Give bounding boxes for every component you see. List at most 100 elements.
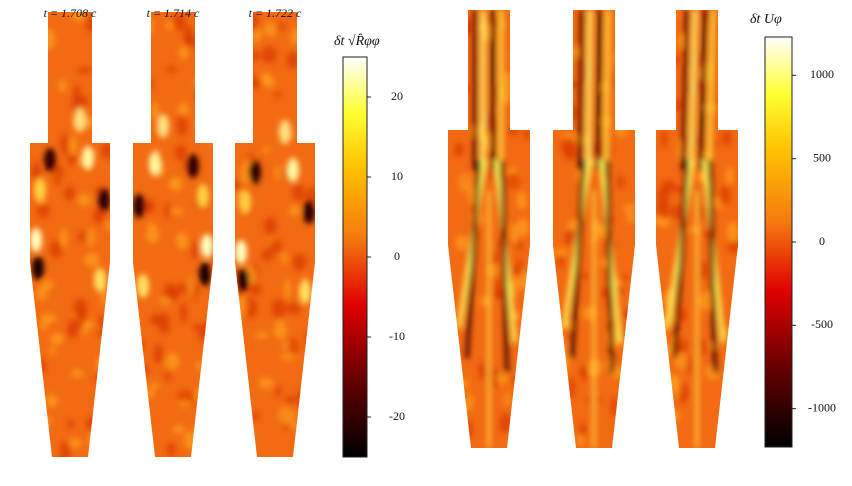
field-speckle — [627, 71, 635, 82]
field-speckle — [656, 70, 665, 84]
field-speckle — [194, 74, 207, 95]
field-speckle — [670, 54, 681, 66]
field-speckle — [41, 28, 56, 51]
field-speckle — [284, 395, 298, 404]
field-speckle — [209, 137, 213, 146]
field-speckle — [30, 12, 36, 18]
field-spot — [74, 108, 86, 132]
field-speckle — [85, 228, 96, 247]
field-speckle — [240, 164, 248, 175]
field-speckle — [97, 315, 106, 326]
field-speckle — [153, 343, 164, 365]
field-speckle — [614, 66, 625, 87]
field-speckle — [286, 51, 300, 69]
field-speckle — [657, 99, 669, 107]
field-speckle — [79, 95, 89, 109]
field-speckle — [617, 420, 632, 440]
field-speckle — [504, 127, 521, 136]
field-speckle — [183, 430, 196, 450]
field-speckle — [723, 40, 733, 61]
field-speckle — [556, 254, 565, 268]
field-speckle — [614, 84, 625, 93]
field-speckle — [556, 352, 570, 372]
field-speckle — [580, 363, 589, 382]
colorbar-tick-label: -20 — [389, 409, 405, 423]
field-spot — [239, 190, 251, 214]
colorbar-tick-label: -10 — [389, 329, 405, 343]
field-streak — [578, 10, 584, 171]
cyclone-field — [553, 10, 635, 448]
field-speckle — [172, 424, 185, 435]
field-speckle — [493, 250, 500, 259]
field-speckle — [677, 382, 689, 404]
field-speckle — [235, 369, 245, 385]
field-speckle — [73, 297, 88, 319]
field-speckle — [296, 390, 309, 399]
field-speckle — [208, 12, 213, 26]
field-speckle — [95, 369, 110, 387]
field-speckle — [726, 221, 738, 243]
field-speckle — [522, 356, 530, 372]
field-speckle — [193, 323, 200, 331]
field-speckle — [196, 116, 211, 134]
field-speckle — [194, 389, 203, 405]
field-spot — [30, 228, 42, 252]
field-speckle — [510, 374, 527, 386]
field-speckle — [167, 288, 180, 302]
field-speckle — [165, 66, 177, 73]
field-speckle — [196, 361, 203, 371]
field-speckle — [292, 253, 307, 271]
field-speckle — [159, 297, 172, 305]
colorbar — [342, 56, 368, 458]
field-speckle — [714, 95, 722, 104]
field-speckle — [553, 57, 569, 75]
field-spot — [157, 114, 169, 138]
field-speckle — [177, 102, 190, 116]
field-streak — [465, 159, 481, 359]
field-speckle — [87, 432, 101, 448]
field-spot — [279, 120, 291, 144]
field-speckle — [567, 220, 581, 231]
field-speckle — [523, 425, 530, 442]
field-spot — [237, 268, 249, 292]
field-speckle — [660, 131, 668, 148]
colorbar-tick-label: 0 — [394, 249, 400, 263]
time-label: t = 1.722 c — [249, 6, 302, 20]
colorbar-tick-label: 1000 — [810, 67, 834, 81]
field-speckle — [613, 51, 626, 65]
field-speckle — [164, 203, 171, 219]
field-speckle — [165, 352, 180, 370]
field-speckle — [516, 240, 524, 251]
field-speckle — [248, 309, 255, 317]
field-spot — [299, 280, 311, 304]
field-speckle — [254, 332, 270, 339]
field-speckle — [448, 96, 459, 104]
field-speckle — [51, 164, 64, 186]
field-speckle — [82, 320, 95, 329]
field-speckle — [721, 130, 732, 146]
field-speckle — [133, 25, 141, 46]
field-speckle — [453, 142, 464, 157]
cyclone-field — [30, 12, 110, 457]
field-speckle — [239, 68, 250, 76]
field-speckle — [568, 104, 579, 121]
field-speckle — [135, 378, 145, 394]
field-speckle — [58, 79, 67, 92]
field-speckle — [261, 46, 277, 64]
field-speckle — [191, 388, 206, 407]
field-streak — [500, 159, 509, 374]
field-speckle — [146, 78, 154, 90]
field-speckle — [163, 372, 172, 380]
field-speckle — [615, 124, 628, 138]
field-speckle — [270, 237, 283, 254]
field-speckle — [96, 356, 104, 376]
field-speckle — [516, 259, 523, 278]
field-speckle — [69, 136, 78, 154]
field-speckle — [40, 315, 48, 332]
field-spot — [187, 154, 199, 178]
field-speckle — [106, 219, 110, 233]
field-speckle — [149, 314, 163, 326]
field-speckle — [247, 153, 255, 162]
field-speckle — [67, 318, 79, 339]
